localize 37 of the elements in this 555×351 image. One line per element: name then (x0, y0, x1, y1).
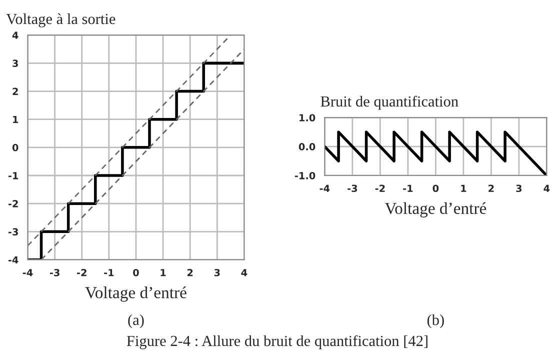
x-axis-title: Voltage d’entré (85, 286, 186, 302)
chart-title: Voltage à la sortie (6, 13, 116, 28)
x-tick-label: 3 (516, 184, 522, 192)
x-tick-label: -3 (348, 184, 358, 192)
chart-title: Bruit de quantification (320, 96, 458, 110)
y-tick-label: -2 (8, 200, 18, 208)
y-tick-label: -1.0 (294, 172, 316, 180)
y-tick-label: -1 (8, 172, 18, 180)
x-tick-label: 4 (241, 269, 248, 276)
x-tick-label: 2 (488, 184, 494, 192)
y-tick-label: 3 (12, 60, 18, 68)
x-tick-label: -1 (104, 269, 114, 276)
y-tick-label: 0.0 (298, 143, 316, 150)
y-tick-label: 0 (12, 144, 18, 152)
x-tick-label: 1 (461, 184, 466, 192)
x-tick-label: 0 (133, 268, 139, 276)
x-axis-title: Voltage d’entré (384, 202, 486, 218)
y-tick-label: 1 (13, 116, 18, 124)
x-tick-label: -4 (22, 269, 33, 276)
x-tick-label: -3 (50, 268, 60, 276)
x-tick-label: -4 (320, 184, 330, 192)
y-tick-label: 4 (12, 32, 18, 39)
x-tick-label: -1 (403, 184, 413, 192)
x-tick-label: 0 (432, 184, 439, 192)
x-tick-label: 1 (160, 269, 166, 276)
y-tick-label: 2 (12, 88, 18, 95)
x-tick-label: 3 (214, 268, 220, 276)
y-tick-label: -3 (8, 228, 18, 236)
caption: Figure 2-4 : Allure du bruit de quantification [42] (126, 335, 428, 350)
y-tick-label: -4 (8, 256, 18, 264)
x-tick-label: 4 (544, 184, 550, 192)
text: (b) (427, 314, 444, 328)
x-tick-label: -2 (76, 268, 86, 276)
y-tick-label: 1.0 (300, 114, 316, 122)
text: (a) (128, 314, 144, 328)
x-tick-label: -2 (375, 184, 385, 192)
x-tick-label: 2 (187, 268, 193, 276)
